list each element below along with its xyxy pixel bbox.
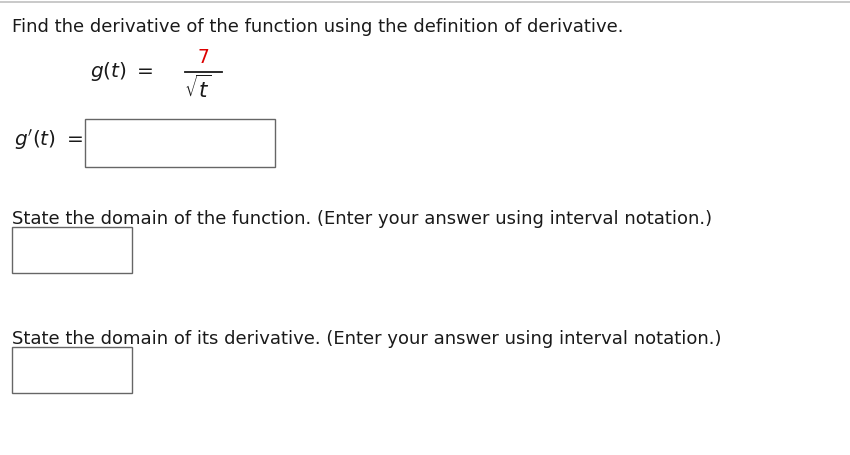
Text: $\sqrt{t}$: $\sqrt{t}$ — [184, 75, 212, 102]
FancyBboxPatch shape — [12, 228, 132, 273]
Text: State the domain of the function. (Enter your answer using interval notation.): State the domain of the function. (Enter… — [12, 210, 712, 228]
Text: 7: 7 — [197, 48, 209, 67]
FancyBboxPatch shape — [85, 120, 275, 167]
Text: $g'(t)\ =$: $g'(t)\ =$ — [14, 128, 83, 152]
FancyBboxPatch shape — [12, 347, 132, 393]
Text: $g(t)\ =$: $g(t)\ =$ — [90, 60, 154, 83]
Text: State the domain of its derivative. (Enter your answer using interval notation.): State the domain of its derivative. (Ent… — [12, 329, 722, 347]
Text: Find the derivative of the function using the definition of derivative.: Find the derivative of the function usin… — [12, 18, 624, 36]
